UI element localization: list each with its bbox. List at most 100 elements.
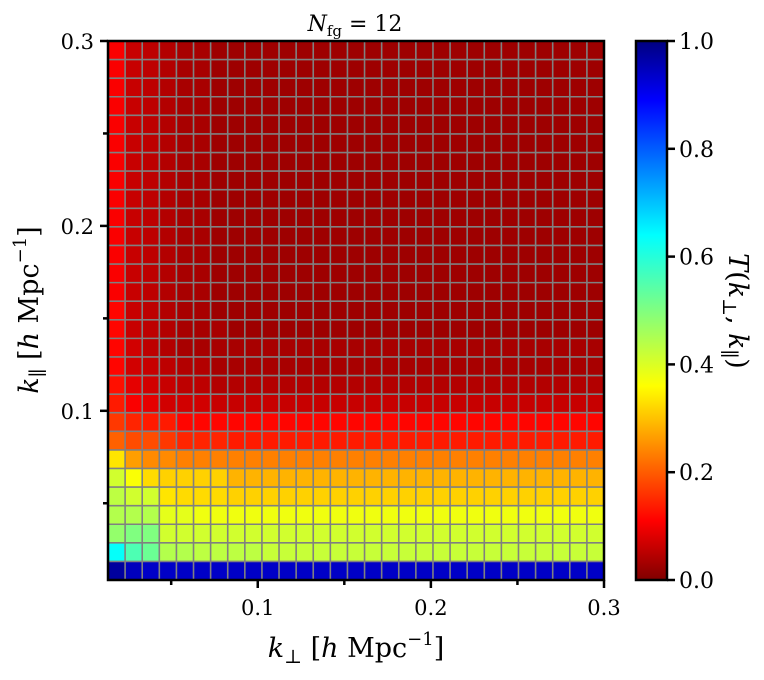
heatmap-cell — [467, 487, 485, 506]
heatmap-cell — [535, 59, 553, 79]
heatmap-cell — [176, 171, 194, 190]
heatmap-cell — [279, 561, 297, 581]
heatmap-cell — [159, 78, 177, 98]
xlabel-symbol: k — [268, 633, 284, 664]
heatmap-cell — [347, 561, 365, 581]
heatmap-cell — [159, 356, 177, 376]
heatmap-cell — [484, 338, 502, 358]
heatmap-cell — [535, 208, 553, 228]
heatmap-cell — [535, 282, 553, 302]
heatmap-cell — [364, 41, 382, 60]
heatmap-cell — [279, 282, 297, 302]
heatmap-cell — [108, 505, 126, 525]
heatmap-cell — [432, 245, 451, 265]
heatmap-cell — [432, 171, 451, 190]
heatmap-cell — [261, 412, 280, 432]
heatmap-cell — [415, 412, 434, 432]
heatmap-cell — [125, 301, 143, 321]
heatmap-cell — [484, 301, 502, 321]
heatmap-cell — [501, 78, 519, 98]
heatmap-cell — [330, 96, 348, 116]
heatmap-cell — [244, 375, 263, 395]
heatmap-cell — [142, 542, 160, 562]
heatmap-cell — [381, 319, 400, 339]
heatmap-cell — [432, 319, 451, 339]
heatmap-cell — [364, 59, 382, 79]
heatmap-cell — [125, 41, 143, 60]
heatmap-cell — [330, 282, 348, 302]
heatmap-cell — [535, 319, 553, 339]
colorbar-tick-label: 0.0 — [679, 569, 714, 594]
heatmap-cell — [432, 487, 451, 506]
heatmap-cell — [518, 338, 536, 358]
heatmap-cell — [432, 449, 451, 469]
heatmap-cell — [432, 505, 451, 525]
heatmap-cell — [313, 319, 331, 339]
heatmap-cell — [108, 59, 126, 79]
heatmap-cell — [467, 59, 485, 79]
heatmap-cell — [330, 338, 348, 358]
heatmap-cell — [467, 505, 485, 525]
heatmap-cell — [296, 468, 314, 488]
heatmap-cell — [381, 59, 400, 79]
heatmap-cell — [227, 412, 246, 432]
heatmap-cell — [227, 431, 246, 451]
heatmap-cell — [450, 394, 468, 414]
heatmap-cell — [142, 115, 160, 135]
heatmap-cell — [364, 542, 382, 562]
heatmap-cell — [227, 78, 246, 98]
heatmap-cell — [108, 133, 126, 153]
heatmap-cell — [330, 487, 348, 506]
heatmap-cell — [569, 115, 588, 135]
ylabel-bracket-open: [ — [14, 349, 45, 368]
heatmap-cell — [467, 133, 485, 153]
plot-frame — [106, 39, 606, 582]
heatmap-cell — [467, 319, 485, 339]
heatmap-cell — [261, 505, 280, 525]
heatmap-cell — [210, 78, 229, 98]
heatmap-cell — [296, 375, 314, 395]
heatmap-cell — [193, 505, 211, 525]
heatmap-cell — [108, 375, 126, 395]
heatmap-cell — [159, 468, 177, 488]
heatmap-cell — [347, 356, 365, 376]
heatmap-cell — [296, 561, 314, 581]
heatmap-cell — [193, 356, 211, 376]
heatmap-cell — [364, 487, 382, 506]
heatmap-cell — [484, 319, 502, 339]
heatmap-cell — [279, 115, 297, 135]
heatmap-cell — [313, 505, 331, 525]
heatmap-cell — [501, 115, 519, 135]
heatmap-cell — [432, 78, 451, 98]
heatmap-cell — [518, 41, 536, 60]
heatmap-cell — [193, 449, 211, 469]
heatmap-cell — [330, 208, 348, 228]
heatmap-cell — [244, 338, 263, 358]
heatmap-cell — [501, 152, 519, 172]
heatmap-cell — [518, 505, 536, 525]
heatmap-cell — [210, 505, 229, 525]
heatmap-cell — [569, 412, 588, 432]
heatmap-cell — [569, 561, 588, 581]
heatmap-cell — [159, 133, 177, 153]
heatmap-cell — [227, 189, 246, 209]
cbar-label-comma: , — [722, 316, 753, 333]
heatmap-cell — [227, 115, 246, 135]
heatmap-cell — [398, 431, 417, 451]
heatmap-cell — [142, 356, 160, 376]
heatmap-cell — [415, 282, 434, 302]
heatmap-cell — [296, 264, 314, 283]
heatmap-cell — [569, 394, 588, 414]
heatmap-cell — [484, 282, 502, 302]
heatmap-cell — [244, 394, 263, 414]
heatmap-cell — [313, 356, 331, 376]
heatmap-cell — [142, 264, 160, 283]
heatmap-cell — [398, 115, 417, 135]
heatmap-cell — [176, 78, 194, 98]
heatmap-cell — [569, 208, 588, 228]
heatmap-cell — [450, 264, 468, 283]
heatmap-cell — [501, 542, 519, 562]
heatmap-cell — [569, 41, 588, 60]
heatmap-cell — [261, 189, 280, 209]
heatmap-cell — [467, 78, 485, 98]
